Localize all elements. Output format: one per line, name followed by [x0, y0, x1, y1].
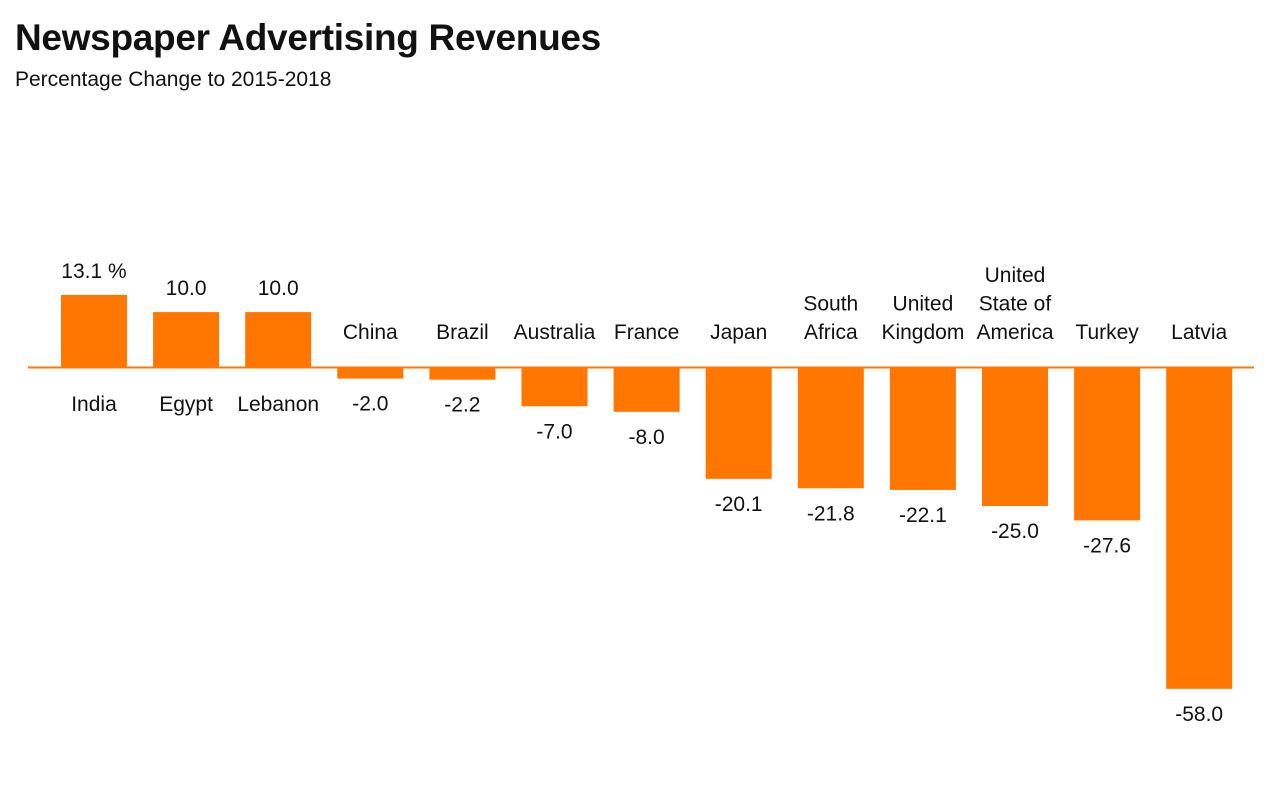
category-label: Brazil	[436, 321, 489, 344]
value-label: 10.0	[166, 277, 207, 300]
value-label: -2.0	[352, 393, 388, 416]
bar	[429, 367, 496, 380]
category-label-line: Japan	[710, 321, 767, 344]
category-label-line: China	[343, 321, 398, 344]
value-label: -25.0	[991, 520, 1039, 543]
category-label: United State of America	[976, 264, 1053, 344]
category-label-line: Brazil	[436, 321, 489, 344]
bar	[1166, 367, 1233, 689]
chart-title: Newspaper Advertising Revenues	[15, 17, 601, 58]
category-label: India	[71, 393, 117, 416]
bar	[797, 367, 864, 489]
value-label: -21.8	[807, 502, 855, 525]
category-label-line: France	[614, 321, 679, 344]
bar	[889, 367, 956, 490]
category-label: Australia	[514, 321, 596, 344]
value-label: -27.6	[1083, 534, 1131, 557]
bar	[153, 312, 220, 368]
category-label: Japan	[710, 321, 767, 344]
bar	[705, 367, 772, 479]
category-label: South Africa	[803, 293, 858, 345]
bar	[61, 294, 127, 368]
category-label-line: South	[803, 293, 858, 316]
value-label: -2.2	[444, 394, 480, 417]
value-label: 10.0	[258, 277, 299, 300]
category-label-line: Turkey	[1075, 321, 1139, 344]
category-label: Lebanon	[237, 393, 319, 416]
category-label-line: India	[71, 393, 117, 416]
category-label-line: Egypt	[159, 393, 213, 416]
value-label: -20.1	[715, 493, 763, 516]
category-label-line: Africa	[804, 321, 858, 344]
category-label-line: Latvia	[1171, 321, 1227, 344]
category-label: China	[343, 321, 398, 344]
value-label: -22.1	[899, 504, 947, 527]
value-label: -58.0	[1175, 703, 1223, 726]
value-label: 13.1 %	[61, 260, 126, 283]
category-label-line: America	[976, 321, 1053, 344]
category-label-line: United	[893, 293, 954, 316]
bar	[521, 367, 588, 407]
category-label: France	[614, 321, 679, 344]
category-label-line: State of	[979, 293, 1052, 316]
value-label: -7.0	[536, 420, 572, 443]
chart-subtitle: Percentage Change to 2015-2018	[15, 68, 332, 91]
bar	[1074, 367, 1141, 521]
category-label: Turkey	[1075, 321, 1139, 344]
category-label: United Kingdom	[881, 293, 964, 345]
bar	[613, 367, 680, 412]
category-label: Egypt	[159, 393, 213, 416]
bar	[245, 312, 312, 368]
category-label: Latvia	[1171, 321, 1227, 344]
category-label-line: United	[985, 264, 1046, 287]
bar	[337, 367, 404, 379]
value-label: -8.0	[629, 426, 665, 449]
bar	[982, 367, 1048, 506]
category-label-line: Kingdom	[881, 321, 964, 344]
category-label-line: Australia	[514, 321, 596, 344]
category-label-line: Lebanon	[237, 393, 319, 416]
